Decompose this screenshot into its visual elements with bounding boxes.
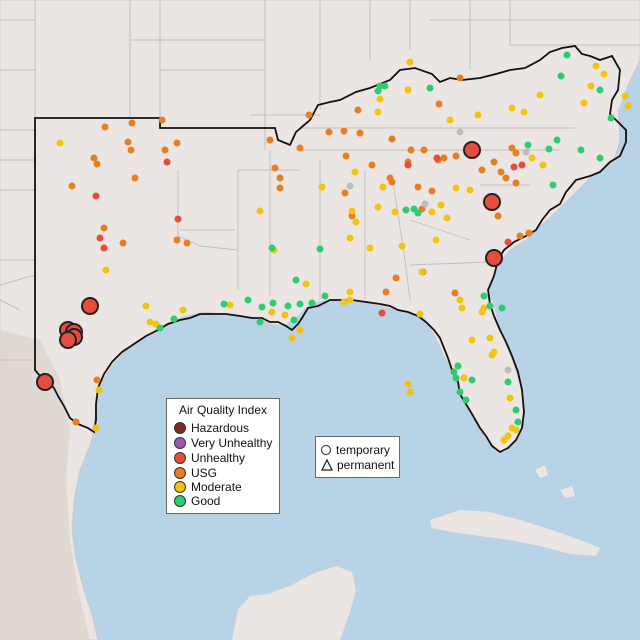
region-border xyxy=(34,45,627,454)
bahamas xyxy=(535,465,575,498)
legend-item-good: Good xyxy=(174,494,220,508)
yucatan xyxy=(232,566,356,640)
legend-label: Hazardous xyxy=(191,421,250,435)
legend-item-permanent: permanent xyxy=(321,457,394,472)
unhealthy-swatch xyxy=(174,452,186,464)
legend-item-temporary: temporary xyxy=(321,442,390,457)
cuba xyxy=(430,510,600,556)
legend-title: Air Quality Index xyxy=(178,403,268,417)
monitor-type-legend: temporary permanent xyxy=(315,436,400,478)
legend-label: Moderate xyxy=(191,480,242,494)
legend-label: Unhealthy xyxy=(191,451,246,465)
legend-item-usg: USG xyxy=(174,466,217,480)
legend-item-very-unhealthy: Very Unhealthy xyxy=(174,436,272,450)
legend-item-hazardous: Hazardous xyxy=(174,421,249,435)
state-boundaries xyxy=(0,0,640,361)
moderate-swatch xyxy=(174,481,186,493)
legend-item-unhealthy: Unhealthy xyxy=(174,451,245,465)
hazardous-swatch xyxy=(174,422,186,434)
very-unhealthy-swatch xyxy=(174,437,186,449)
circle-icon xyxy=(321,444,331,455)
permanent-label: permanent xyxy=(337,457,395,472)
good-swatch xyxy=(174,495,186,507)
monitor-dots xyxy=(56,51,632,444)
legend-label: Very Unhealthy xyxy=(191,436,273,450)
mexico-terrain xyxy=(0,330,90,640)
temporary-label: temporary xyxy=(336,442,391,457)
legend-item-moderate: Moderate xyxy=(174,480,242,494)
legend-label: Good xyxy=(191,494,221,508)
aqi-legend: Air Quality Index Hazardous Very Unhealt… xyxy=(166,398,280,514)
legend-label: USG xyxy=(191,466,218,480)
triangle-icon xyxy=(321,458,333,471)
large-unhealthy-monitors xyxy=(36,141,503,391)
usg-swatch xyxy=(174,467,186,479)
